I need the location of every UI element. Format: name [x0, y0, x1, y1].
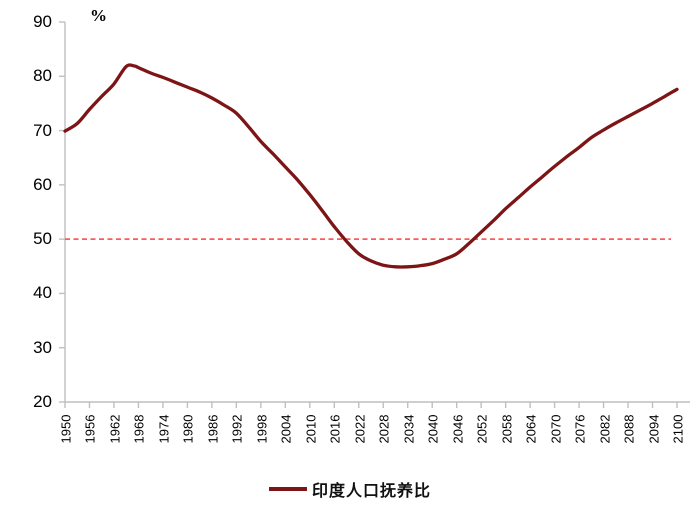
- x-axis-tick-label: 1956: [82, 414, 98, 444]
- x-axis-tick-label: 2010: [303, 414, 319, 444]
- x-axis-tick-label: 2058: [499, 414, 515, 444]
- x-axis-tick-label: 2100: [670, 414, 686, 444]
- x-axis-tick-label: 1962: [107, 414, 123, 444]
- x-axis-tick-label: 2082: [597, 414, 613, 444]
- y-axis-tick-label: 80: [33, 66, 52, 86]
- x-axis-tick-label: 1950: [58, 414, 74, 444]
- x-axis-tick-label: 1998: [254, 414, 270, 444]
- legend-series-label: 印度人口抚养比: [311, 483, 431, 500]
- y-axis-tick-label: 90: [33, 12, 52, 31]
- x-axis-tick-label: 2028: [376, 414, 392, 444]
- x-axis-tick-label: 2034: [401, 414, 417, 444]
- y-axis-unit-label: %: [90, 6, 107, 25]
- x-axis-tick-label: 2076: [572, 414, 588, 444]
- y-axis-tick-label: 70: [33, 120, 52, 140]
- x-axis-tick-label: 2064: [523, 414, 539, 444]
- x-axis-tick-label: 1968: [131, 414, 147, 444]
- x-axis-tick-label: 1992: [229, 414, 245, 444]
- y-axis-tick-label: 40: [33, 283, 52, 303]
- legend-line-swatch: [268, 487, 307, 491]
- x-axis-tick-label: 1986: [205, 414, 221, 444]
- series-line-india-dependency-ratio: [63, 63, 679, 269]
- y-axis-tick-label: 20: [33, 392, 52, 411]
- y-axis-tick-label: 30: [33, 337, 52, 357]
- x-axis-tick-label: 1974: [156, 414, 172, 444]
- x-axis-tick-label: 2070: [548, 414, 564, 444]
- y-axis-tick-label: 60: [33, 174, 52, 194]
- x-axis-tick-label: 2052: [474, 414, 490, 444]
- x-axis-tick-label: 2094: [646, 414, 662, 444]
- x-axis-tick-label: 2046: [450, 414, 466, 444]
- y-axis-tick-label: 50: [33, 229, 52, 249]
- x-axis-tick-label: 2088: [621, 414, 637, 444]
- x-axis-tick-label: 1980: [180, 414, 196, 444]
- x-axis-tick-label: 2022: [352, 414, 368, 444]
- x-axis-tick-label: 2040: [425, 414, 441, 444]
- x-axis-tick-label: 2016: [327, 414, 343, 444]
- legend: 印度人口抚养比: [0, 477, 700, 501]
- x-axis-tick-label: 2004: [278, 414, 294, 444]
